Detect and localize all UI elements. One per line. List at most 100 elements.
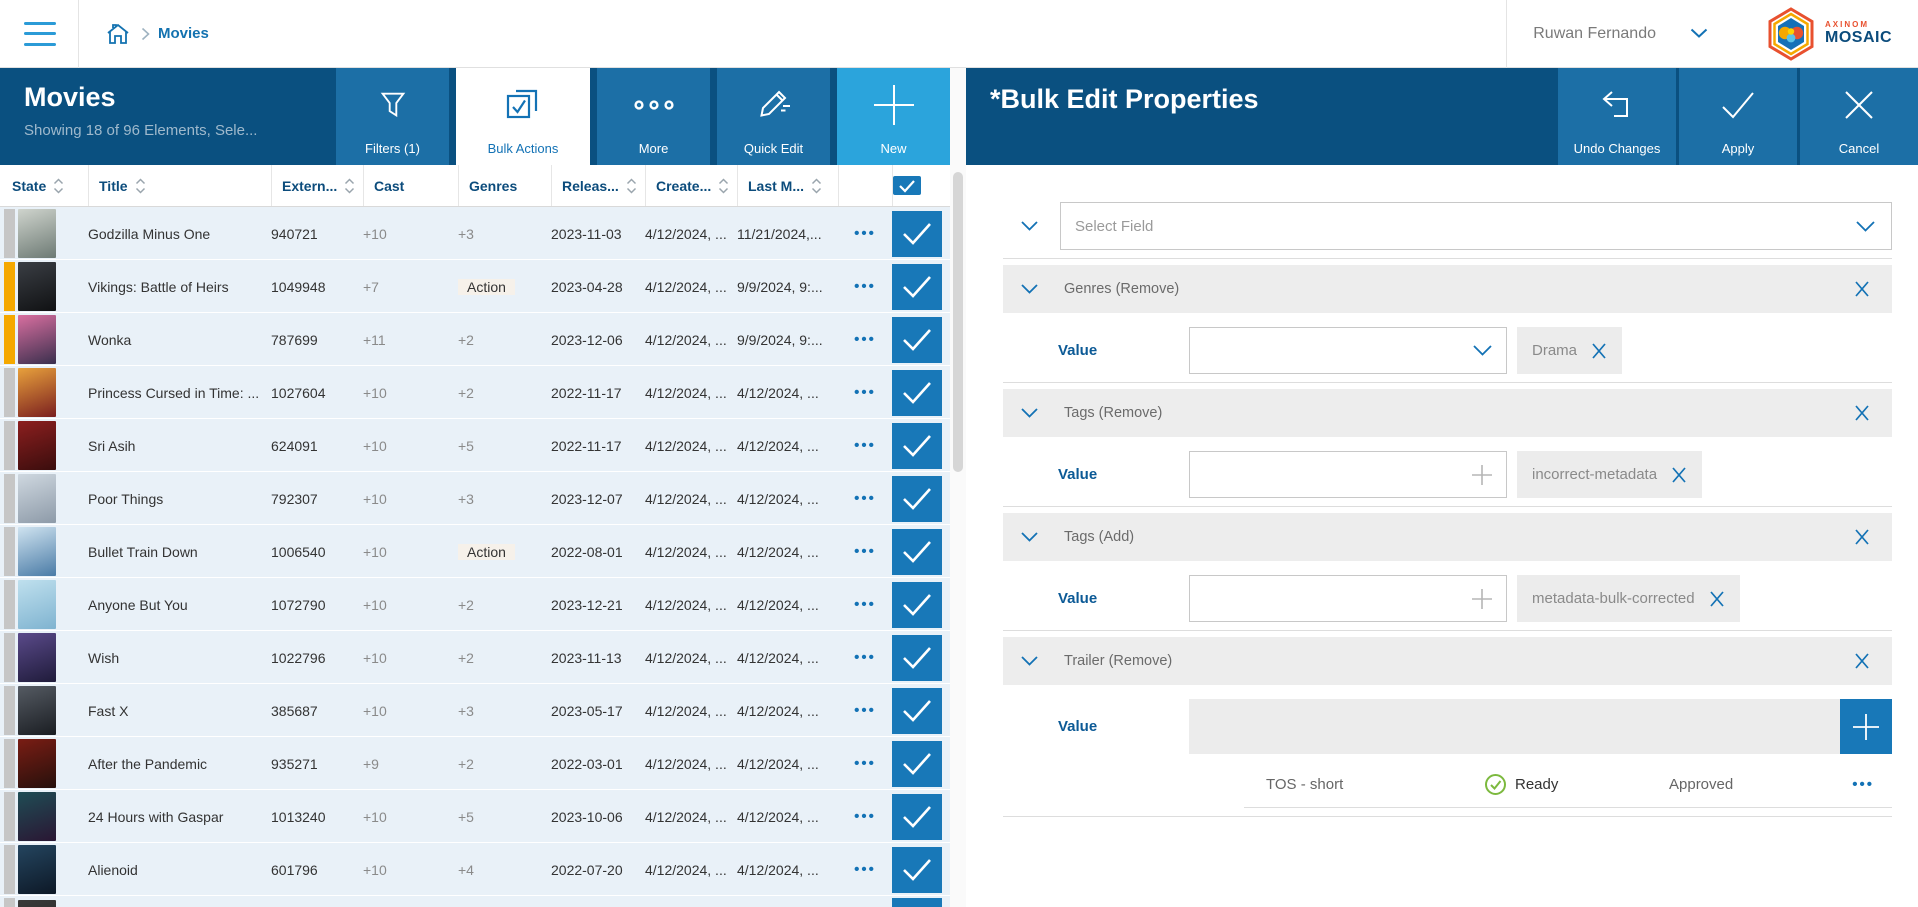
row-actions-button[interactable]: ••• [854,702,876,719]
table-row[interactable]: Wonka 787699 +11 +2 2023-12-06 4/12/2024, ...… [0,313,950,366]
chevron-down-icon[interactable] [1021,221,1038,231]
chip-remove-icon[interactable] [1671,466,1687,484]
breadcrumb[interactable]: Movies [158,25,209,42]
vertical-scrollbar[interactable] [950,68,966,907]
toolbar-button-label: Filters (1) [365,141,420,156]
row-actions-button[interactable]: ••• [854,596,876,613]
row-checkbox[interactable] [892,369,942,416]
row-actions-button[interactable]: ••• [854,649,876,666]
tag-text-input[interactable] [1189,451,1507,498]
row-actions-button[interactable]: ••• [854,808,876,825]
table-row-partial[interactable] [0,896,950,907]
user-menu-label[interactable]: Ruwan Fernando [1533,24,1656,42]
row-checkbox[interactable] [892,846,942,893]
column-header-create[interactable]: Create... [645,165,737,206]
table-row[interactable]: 24 Hours with Gaspar 1013240 +10 +5 2023-10-… [0,790,950,843]
table-row[interactable]: Sri Asih 624091 +10 +5 2022-11-17 4/12/2024, … [0,419,950,472]
select-all-checkbox[interactable] [893,176,921,195]
column-header-state[interactable]: State [0,165,88,206]
row-checkbox[interactable] [892,581,942,628]
table-row[interactable]: Bullet Train Down 1006540 +10 Action 2022-08… [0,525,950,578]
plus-icon[interactable] [1470,463,1494,487]
chevron-down-icon[interactable] [1473,345,1492,356]
table-row[interactable]: Wish 1022796 +10 +2 2023-11-13 4/12/2024, ...… [0,631,950,684]
scrollbar-thumb[interactable] [953,172,963,472]
chevron-down-icon [1021,656,1038,666]
section-remove-icon[interactable] [1854,280,1870,298]
poster-thumbnail [18,580,56,629]
row-actions-button[interactable]: ••• [854,331,876,348]
media-value-box[interactable] [1189,699,1840,754]
row-checkbox[interactable] [892,316,942,363]
section-remove-icon[interactable] [1854,404,1870,422]
section-collapse-chevron-icon[interactable] [1021,532,1038,542]
menu-icon[interactable] [24,21,56,46]
table-row[interactable]: Princess Cursed in Time: ... 1027604 +10 +2… [0,366,950,419]
row-checkbox[interactable] [892,634,942,681]
toolbar-button-more[interactable]: More [597,68,710,165]
column-header-last-m[interactable]: Last M... [737,165,838,206]
table-row[interactable]: After the Pandemic 935271 +9 +2 2022-03-01 4/… [0,737,950,790]
row-actions-button[interactable]: ••• [854,861,876,878]
row-actions-button[interactable]: ••• [854,278,876,295]
toolbar-button-new[interactable]: New [837,68,950,165]
user-menu-chevron-icon[interactable] [1690,28,1708,39]
row-checkbox[interactable] [892,263,942,310]
row-checkbox[interactable] [892,210,942,257]
column-header-title[interactable]: Title [88,165,271,206]
section-collapse-chevron-icon[interactable] [1021,408,1038,418]
home-icon[interactable] [105,22,131,46]
row-checkbox[interactable] [892,687,942,734]
state-indicator [4,686,15,735]
row-checkbox[interactable] [892,793,942,840]
column-header-releas[interactable]: Releas... [551,165,645,206]
row-actions-button[interactable]: ••• [854,755,876,772]
column-header-extern[interactable]: Extern... [271,165,363,206]
sort-icon [626,177,637,194]
section-collapse-chevron-icon[interactable] [1021,284,1038,294]
section-collapse-chevron-icon[interactable] [1021,656,1038,666]
row-checkbox[interactable] [892,528,942,575]
plus-icon[interactable] [1470,587,1494,611]
column-header-genres[interactable]: Genres [458,165,551,206]
table-row[interactable]: Fast X 385687 +10 +3 2023-05-17 4/12/2024, ..… [0,684,950,737]
row-checkbox[interactable] [892,898,942,907]
action-button-cancel[interactable]: Cancel [1800,68,1918,165]
row-checkbox[interactable] [892,422,942,469]
released-cell: 2023-12-06 [551,331,623,348]
add-media-button[interactable] [1840,699,1892,754]
chevron-down-icon[interactable] [1856,220,1875,232]
row-actions-button[interactable]: ••• [854,384,876,401]
table-row[interactable]: Anyone But You 1072790 +10 +2 2023-12-21 4/12… [0,578,950,631]
action-button-apply[interactable]: Apply [1679,68,1797,165]
row-checkbox[interactable] [892,475,942,522]
section-remove-icon[interactable] [1854,528,1870,546]
section-remove-icon[interactable] [1854,652,1870,670]
column-header-cast[interactable]: Cast [363,165,458,206]
genre-select-input[interactable] [1189,327,1507,374]
table-row[interactable]: Vikings: Battle of Heirs 1049948 +7 Action 2… [0,260,950,313]
table-row[interactable]: Poor Things 792307 +10 +3 2023-12-07 4/12/202… [0,472,950,525]
toolbar-button-quick-edit[interactable]: Quick Edit [717,68,830,165]
row-checkbox[interactable] [892,740,942,787]
tag-text-input[interactable] [1189,575,1507,622]
select-all-cell [892,165,950,206]
row-actions-button[interactable]: ••• [854,225,876,242]
action-button-undo-changes[interactable]: Undo Changes [1558,68,1676,165]
table-row[interactable]: Godzilla Minus One 940721 +10 +3 2023-11-03 4… [0,207,950,260]
toolbar-button-filters-1[interactable]: Filters (1) [336,68,449,165]
chip-remove-icon[interactable] [1709,590,1725,608]
plus-icon [872,83,916,127]
released-cell: 2022-11-17 [551,384,622,401]
row-actions-button[interactable]: ••• [854,437,876,454]
select-field-input[interactable]: Select Field [1060,202,1892,250]
table-row[interactable]: Alienoid 601796 +10 +4 2022-07-20 4/12/2024, … [0,843,950,896]
chip-remove-icon[interactable] [1591,342,1607,360]
media-list-item[interactable]: TOS - short Ready Approved ••• [1244,762,1892,808]
row-actions-button[interactable]: ••• [854,490,876,507]
media-actions-button[interactable]: ••• [1852,776,1874,793]
row-actions-button[interactable]: ••• [854,543,876,560]
toolbar-button-bulk-actions[interactable]: Bulk Actions [456,68,590,165]
check-large-icon [902,858,932,882]
